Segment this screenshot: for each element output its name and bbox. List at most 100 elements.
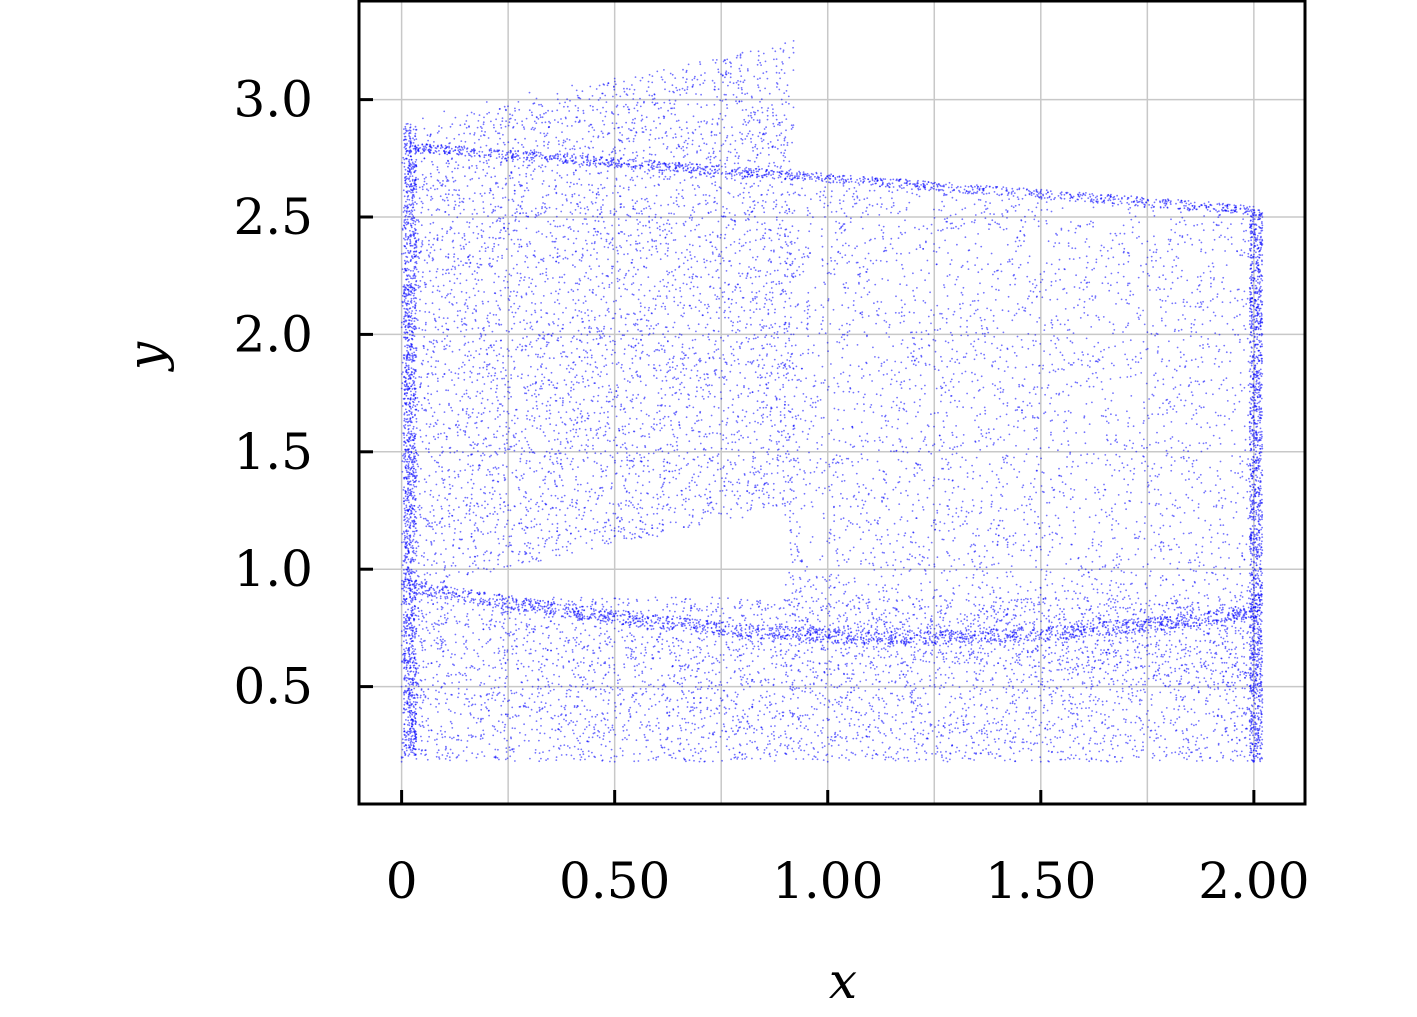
data-point: [697, 103, 699, 105]
data-point: [737, 162, 739, 164]
data-point: [635, 355, 637, 357]
data-point: [726, 157, 728, 159]
data-point: [461, 321, 463, 323]
data-point: [738, 155, 740, 157]
data-point: [539, 114, 541, 116]
data-point: [569, 186, 571, 188]
data-point: [545, 540, 547, 542]
data-point: [607, 309, 609, 311]
data-point: [526, 509, 528, 511]
data-point: [606, 177, 608, 179]
data-point: [676, 441, 678, 443]
data-point: [662, 485, 664, 487]
data-point: [736, 57, 738, 59]
data-point: [763, 325, 765, 327]
data-point: [403, 271, 405, 273]
data-point: [700, 74, 702, 76]
data-point: [525, 428, 527, 430]
data-point: [607, 84, 609, 86]
data-point: [584, 420, 586, 422]
data-point: [578, 530, 580, 532]
data-point: [685, 498, 687, 500]
data-point: [759, 101, 761, 103]
data-point: [749, 309, 751, 311]
data-point: [504, 443, 506, 445]
data-point: [771, 240, 773, 242]
data-point: [503, 474, 505, 476]
data-point: [640, 284, 642, 286]
data-point: [728, 307, 730, 309]
data-point: [753, 360, 755, 362]
data-point: [620, 446, 622, 448]
data-point: [570, 387, 572, 389]
data-point: [728, 72, 730, 74]
data-point: [714, 197, 716, 199]
data-point: [669, 178, 671, 180]
data-point: [675, 289, 677, 291]
data-point: [465, 120, 467, 122]
data-point: [639, 454, 641, 456]
data-point: [687, 325, 689, 327]
data-point: [478, 506, 480, 508]
data-point: [747, 436, 749, 438]
data-point: [787, 330, 789, 332]
data-point: [678, 337, 680, 339]
data-point: [632, 259, 634, 261]
data-point: [550, 472, 552, 474]
data-point: [497, 360, 499, 362]
data-point: [463, 145, 465, 147]
data-point: [750, 112, 752, 114]
data-point: [528, 500, 530, 502]
data-point: [508, 398, 510, 400]
data-point: [596, 252, 598, 254]
data-point: [489, 188, 491, 190]
data-point: [668, 213, 670, 215]
data-point: [505, 214, 507, 216]
data-point: [685, 368, 687, 370]
data-point: [547, 401, 549, 403]
data-point: [707, 312, 709, 314]
data-point: [698, 420, 700, 422]
data-point: [473, 232, 475, 234]
data-point: [531, 314, 533, 316]
data-point: [521, 120, 523, 122]
data-point: [666, 364, 668, 366]
data-point: [651, 219, 653, 221]
data-point: [575, 309, 577, 311]
data-point: [523, 496, 525, 498]
data-point: [619, 150, 621, 152]
data-point: [483, 291, 485, 293]
data-point: [651, 239, 653, 241]
data-point: [618, 139, 620, 141]
data-point: [756, 292, 758, 294]
data-point: [746, 411, 748, 413]
data-point: [772, 292, 774, 294]
data-point: [450, 126, 452, 128]
data-point: [494, 292, 496, 294]
data-point: [747, 482, 749, 484]
data-point: [419, 299, 421, 301]
data-point: [732, 468, 734, 470]
data-point: [525, 532, 527, 534]
data-point: [649, 436, 651, 438]
data-point: [576, 90, 578, 92]
data-point: [629, 532, 631, 534]
data-point: [581, 318, 583, 320]
data-point: [497, 113, 499, 115]
data-point: [523, 146, 525, 148]
data-point: [478, 177, 480, 179]
data-point: [556, 485, 558, 487]
data-point: [535, 312, 537, 314]
data-point: [554, 480, 556, 482]
data-point: [493, 344, 495, 346]
data-point: [596, 193, 598, 195]
data-point: [425, 435, 427, 437]
data-point: [616, 396, 618, 398]
data-point: [434, 438, 436, 440]
data-point: [605, 315, 607, 317]
data-point: [551, 448, 553, 450]
data-point: [446, 177, 448, 179]
data-point: [459, 310, 461, 312]
data-point: [573, 145, 575, 147]
data-point: [787, 433, 789, 435]
